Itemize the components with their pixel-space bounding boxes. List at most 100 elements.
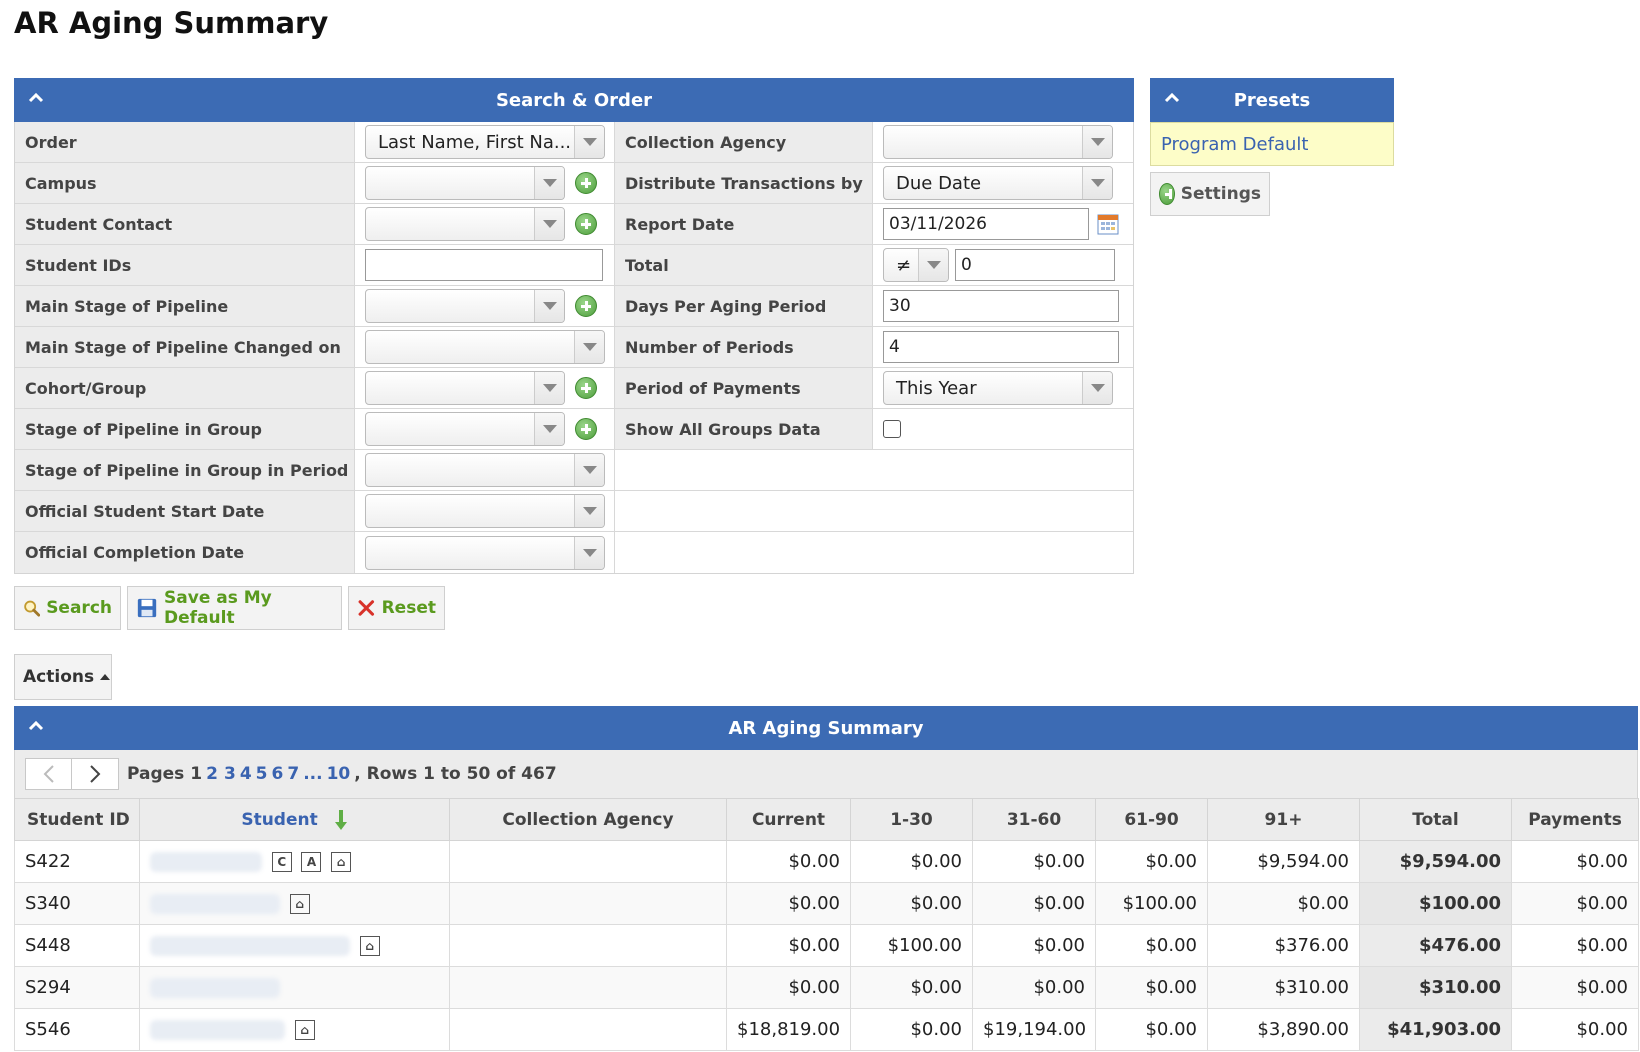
dropdown-arrow-icon[interactable] <box>574 495 604 527</box>
reset-button[interactable]: Reset <box>348 586 445 630</box>
total-operator-value: ≠ <box>896 254 912 276</box>
results-panel: AR Aging Summary Pages 1 2 3 4 5 6 7 ...… <box>14 706 1639 1051</box>
house-icon[interactable]: ⌂ <box>294 1020 315 1040</box>
contact-flag-icon[interactable]: C <box>271 852 292 872</box>
add-stage-in-group-icon[interactable] <box>575 418 597 440</box>
presets-header[interactable]: Presets <box>1150 78 1394 122</box>
page-link[interactable]: 7 <box>287 764 300 784</box>
column-header-sorted[interactable]: Student <box>139 798 450 841</box>
total-operator-select[interactable]: ≠ <box>883 248 949 282</box>
add-campus-icon[interactable] <box>575 172 597 194</box>
page-link[interactable]: 5 <box>255 764 268 784</box>
student-name-redacted[interactable] <box>150 894 280 914</box>
page-link[interactable]: 2 <box>206 764 218 784</box>
order-select[interactable]: Last Name, First Na... <box>365 125 605 159</box>
main-stage-changed-select[interactable] <box>365 330 605 364</box>
total-cell: $9,594.00 <box>1359 840 1512 883</box>
column-header[interactable]: 91+ <box>1207 798 1360 841</box>
dropdown-arrow-icon[interactable] <box>534 413 564 445</box>
dropdown-arrow-icon[interactable] <box>1082 126 1112 158</box>
column-header[interactable]: 61-90 <box>1095 798 1208 841</box>
calendar-icon[interactable] <box>1097 213 1119 235</box>
next-page-button[interactable] <box>72 758 119 790</box>
student-name-redacted[interactable] <box>150 936 350 956</box>
page-link[interactable]: 4 <box>239 764 252 784</box>
add-cohort-group-icon[interactable] <box>575 377 597 399</box>
table-row[interactable]: S546 ⌂ $18,819.00 $0.00 $19,194.00 $0.00… <box>14 1008 1639 1051</box>
preset-program-default[interactable]: Program Default <box>1150 122 1394 166</box>
total-value-input[interactable]: 0 <box>955 249 1115 281</box>
house-icon[interactable]: ⌂ <box>331 852 352 872</box>
dropdown-arrow-icon[interactable] <box>574 126 604 158</box>
column-header[interactable]: Current <box>726 798 851 841</box>
dropdown-arrow-icon[interactable] <box>918 249 948 281</box>
chevron-up-icon[interactable] <box>1162 88 1182 108</box>
student-cell[interactable]: C A ⌂ <box>139 840 450 883</box>
dropdown-arrow-icon[interactable] <box>1082 372 1112 404</box>
dropdown-arrow-icon[interactable] <box>534 167 564 199</box>
page-link[interactable]: ... <box>303 764 323 784</box>
dropdown-arrow-icon[interactable] <box>574 454 604 486</box>
student-contact-select[interactable] <box>365 207 565 241</box>
student-cell[interactable]: ⌂ <box>139 1008 450 1051</box>
student-ids-input[interactable] <box>365 249 603 281</box>
show-all-groups-checkbox[interactable] <box>883 420 901 438</box>
table-row[interactable]: S422 C A ⌂ $0.00 $0.00 $0.00 $0.00 $9,59… <box>14 840 1639 883</box>
student-cell[interactable]: ⌂ <box>139 882 450 925</box>
table-row[interactable]: S448 ⌂ $0.00 $100.00 $0.00 $0.00 $376.00… <box>14 924 1639 967</box>
student-name-redacted[interactable] <box>150 1020 285 1040</box>
campus-select[interactable] <box>365 166 565 200</box>
student-cell[interactable] <box>139 966 450 1009</box>
cohort-group-select[interactable] <box>365 371 565 405</box>
caret-up-icon <box>100 674 111 680</box>
prev-page-button[interactable] <box>25 758 72 790</box>
alert-flag-icon[interactable]: A <box>301 852 322 872</box>
student-cell[interactable]: ⌂ <box>139 924 450 967</box>
main-stage-pipeline-select[interactable] <box>365 289 565 323</box>
official-start-date-select[interactable] <box>365 494 605 528</box>
student-name-redacted[interactable] <box>150 852 262 872</box>
column-header[interactable]: Payments <box>1511 798 1639 841</box>
dropdown-arrow-icon[interactable] <box>534 290 564 322</box>
chevron-up-icon[interactable] <box>26 716 46 736</box>
page-link[interactable]: 10 <box>326 764 351 784</box>
official-completion-date-select[interactable] <box>365 535 605 570</box>
page-link[interactable]: 3 <box>223 764 236 784</box>
stage-in-group-select[interactable] <box>365 412 565 446</box>
total-cell: $310.00 <box>1359 966 1512 1009</box>
column-header[interactable]: 1-30 <box>850 798 973 841</box>
collection-agency-select[interactable] <box>883 125 1113 159</box>
distribute-transactions-select[interactable]: Due Date <box>883 166 1113 200</box>
search-order-header[interactable]: Search & Order <box>14 78 1134 122</box>
chevron-left-icon <box>43 765 54 783</box>
column-header[interactable]: Collection Agency <box>449 798 727 841</box>
dropdown-arrow-icon[interactable] <box>534 372 564 404</box>
column-header[interactable]: Total <box>1359 798 1512 841</box>
column-header[interactable]: 31-60 <box>972 798 1096 841</box>
stage-in-group-period-select[interactable] <box>365 453 605 487</box>
chevron-up-icon[interactable] <box>26 88 46 108</box>
days-per-period-input[interactable]: 30 <box>883 290 1119 322</box>
add-main-stage-icon[interactable] <box>575 295 597 317</box>
period-of-payments-select[interactable]: This Year <box>883 371 1113 405</box>
search-button[interactable]: Search <box>14 586 121 630</box>
table-row[interactable]: S340 ⌂ $0.00 $0.00 $0.00 $100.00 $0.00 $… <box>14 882 1639 925</box>
add-student-contact-icon[interactable] <box>575 213 597 235</box>
dropdown-arrow-icon[interactable] <box>534 208 564 240</box>
dropdown-arrow-icon[interactable] <box>574 331 604 363</box>
actions-button[interactable]: Actions <box>14 654 112 700</box>
save-default-button[interactable]: Save as My Default <box>127 586 342 630</box>
column-header[interactable]: Student ID <box>14 798 140 841</box>
house-icon[interactable]: ⌂ <box>289 894 310 914</box>
results-header[interactable]: AR Aging Summary <box>14 706 1638 750</box>
student-name-redacted[interactable] <box>150 978 280 998</box>
house-icon[interactable]: ⌂ <box>359 936 380 956</box>
61-90-cell: $0.00 <box>1095 966 1208 1009</box>
settings-button[interactable]: Settings <box>1150 172 1270 216</box>
dropdown-arrow-icon[interactable] <box>574 536 604 569</box>
page-link[interactable]: 6 <box>271 764 284 784</box>
report-date-input[interactable]: 03/11/2026 <box>883 208 1089 240</box>
dropdown-arrow-icon[interactable] <box>1082 167 1112 199</box>
number-of-periods-input[interactable]: 4 <box>883 331 1119 363</box>
table-row[interactable]: S294 $0.00 $0.00 $0.00 $0.00 $310.00 $31… <box>14 966 1639 1009</box>
